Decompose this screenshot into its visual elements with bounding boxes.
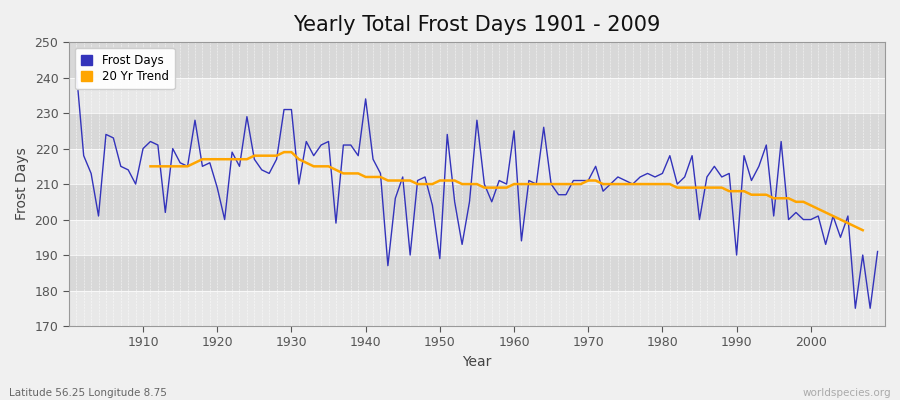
20 Yr Trend	[701, 185, 712, 190]
Bar	[68, 220, 885, 255]
Line: Frost Days: Frost Days	[76, 70, 878, 308]
Title: Yearly Total Frost Days 1901 - 2009: Yearly Total Frost Days 1901 - 2009	[293, 15, 661, 35]
20 Yr Trend	[508, 182, 519, 186]
Bar	[68, 184, 885, 220]
Bar	[68, 290, 885, 326]
Bar	[68, 113, 885, 148]
Y-axis label: Frost Days: Frost Days	[15, 148, 29, 220]
Frost Days	[71, 68, 82, 73]
Bar	[68, 255, 885, 290]
Line: 20 Yr Trend: 20 Yr Trend	[150, 152, 863, 230]
20 Yr Trend	[167, 164, 178, 169]
Bar	[68, 42, 885, 78]
20 Yr Trend	[858, 228, 868, 233]
Frost Days	[598, 189, 608, 194]
Legend: Frost Days, 20 Yr Trend: Frost Days, 20 Yr Trend	[75, 48, 175, 89]
Bar	[68, 148, 885, 184]
20 Yr Trend	[561, 182, 572, 186]
Frost Days	[501, 182, 512, 186]
Bar	[68, 78, 885, 113]
Frost Days	[293, 182, 304, 186]
Frost Days	[338, 143, 349, 148]
Text: worldspecies.org: worldspecies.org	[803, 388, 891, 398]
Frost Days	[130, 182, 141, 186]
20 Yr Trend	[338, 171, 349, 176]
20 Yr Trend	[145, 164, 156, 169]
20 Yr Trend	[279, 150, 290, 154]
Frost Days	[850, 306, 860, 311]
Text: Latitude 56.25 Longitude 8.75: Latitude 56.25 Longitude 8.75	[9, 388, 166, 398]
X-axis label: Year: Year	[463, 355, 491, 369]
20 Yr Trend	[197, 157, 208, 162]
Frost Days	[872, 249, 883, 254]
Frost Days	[508, 128, 519, 133]
